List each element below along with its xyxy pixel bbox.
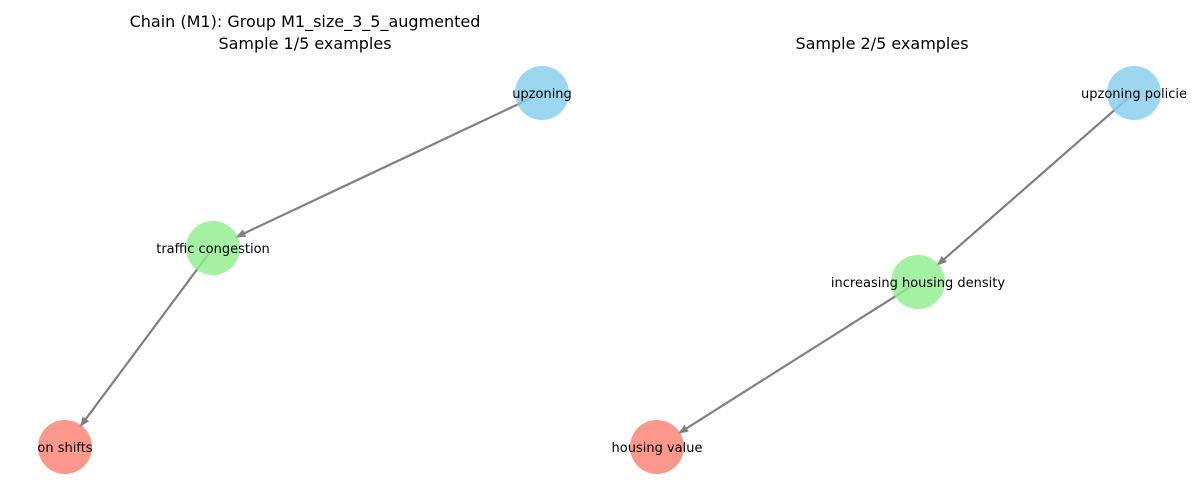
edge-b-to-c: [677, 284, 914, 435]
panel-title-line-1: Sample 2/5 examples: [795, 34, 968, 53]
node-effect: [630, 420, 684, 474]
node-label-cause: upzoning policie: [1081, 87, 1187, 102]
node-effect: [38, 420, 92, 474]
arrowhead-a-to-b: [235, 229, 247, 238]
node-label-mediator: increasing housing density: [831, 276, 1005, 291]
arrowhead-a-to-b: [936, 255, 947, 266]
node-cause: [515, 66, 569, 120]
node-mediator: [891, 255, 945, 309]
node-label-mediator: traffic congestion: [156, 242, 270, 257]
arrowhead-b-to-c: [678, 424, 689, 434]
panel-sample-2: Sample 2/5 examples upzoning policie incr…: [612, 34, 1187, 474]
edge-b-to-c: [79, 252, 211, 428]
node-label-effect: on shifts: [37, 441, 92, 456]
node-label-effect: housing value: [612, 441, 703, 456]
panel-title-line-2: Sample 1/5 examples: [218, 34, 391, 53]
arrowhead-b-to-c: [79, 416, 90, 427]
node-mediator: [186, 221, 240, 275]
node-cause: [1107, 66, 1161, 120]
node-label-cause: upzoning: [512, 87, 572, 102]
panel-sample-1: Chain (M1): Group M1_size_3_5_augmented …: [37, 12, 572, 474]
edge-a-to-b: [235, 94, 538, 239]
edge-a-to-b: [936, 96, 1131, 267]
panel-title-line-1: Chain (M1): Group M1_size_3_5_augmented: [130, 12, 481, 32]
